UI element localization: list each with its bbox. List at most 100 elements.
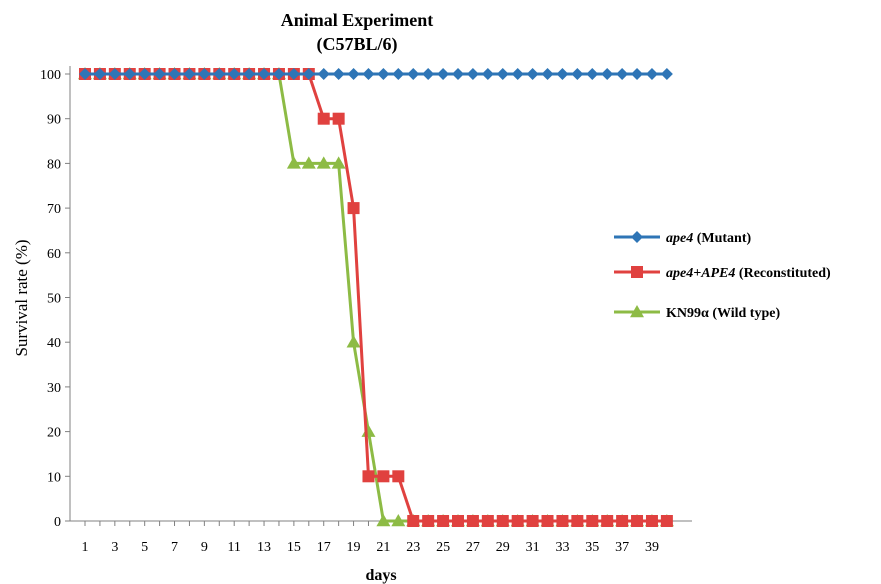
data-point-diamond (556, 68, 569, 80)
data-point-triangle (316, 156, 331, 169)
series-line-square (85, 72, 667, 523)
legend: ape4 (Mutant) ape4+APE4 (Reconstituted) KN… (614, 231, 831, 321)
data-point-diamond (228, 68, 241, 80)
y-tick-label: 60 (47, 247, 61, 262)
y-tick-label: 100 (40, 68, 61, 83)
data-point-square (526, 515, 539, 527)
data-point-diamond (198, 68, 211, 80)
data-point-diamond (631, 68, 644, 80)
data-point-diamond (377, 68, 390, 80)
data-point-square (332, 112, 345, 125)
y-tick-label: 70 (47, 202, 61, 217)
y-tick-label: 90 (47, 113, 61, 128)
x-tick-label: 35 (585, 540, 599, 555)
data-point-square (631, 515, 644, 527)
x-tick-label: 17 (317, 540, 331, 555)
data-point-square (571, 515, 584, 527)
data-point-diamond (123, 68, 136, 80)
data-point-square (422, 515, 435, 527)
data-point-diamond (452, 68, 464, 80)
data-point-diamond (79, 68, 91, 80)
data-point-diamond (287, 68, 300, 80)
data-point-triangle (346, 335, 361, 348)
x-tick-label: 15 (287, 540, 301, 555)
data-point-square (466, 515, 479, 527)
data-point-diamond (93, 68, 106, 80)
legend-label: KN99α (Wild type) (666, 306, 780, 321)
legend-label: ape4 (Mutant) (666, 231, 751, 246)
data-point-square (511, 515, 524, 527)
x-tick-label: 3 (111, 540, 118, 555)
data-point-diamond (272, 68, 285, 80)
y-tick-label: 80 (47, 157, 61, 172)
x-tick-label: 5 (141, 540, 148, 555)
data-point-diamond (183, 68, 196, 80)
data-point-diamond (645, 68, 658, 80)
legend-marker-diamond (631, 231, 643, 243)
data-point-diamond (616, 68, 629, 80)
x-tick-label: 25 (436, 540, 450, 555)
legend-marker-triangle (630, 305, 644, 318)
series-line-triangle (85, 72, 667, 523)
y-tick-label: 10 (47, 470, 61, 485)
x-tick-label: 29 (496, 540, 510, 555)
y-tick-label: 0 (54, 515, 61, 530)
data-point-diamond (258, 68, 271, 80)
data-point-diamond (407, 68, 420, 80)
data-point-diamond (481, 68, 494, 80)
data-point-square (392, 470, 405, 483)
data-point-triangle (301, 156, 316, 169)
x-tick-label: 9 (201, 540, 208, 555)
x-tick-label: 1 (82, 540, 89, 555)
data-point-triangle (361, 424, 376, 437)
x-tick-label: 11 (227, 540, 240, 555)
x-tick-label: 23 (406, 540, 420, 555)
data-point-diamond (243, 68, 256, 80)
data-point-diamond (317, 68, 330, 80)
data-point-square (556, 515, 569, 527)
x-tick-label: 7 (171, 540, 178, 555)
data-point-diamond (138, 68, 151, 80)
data-point-square (437, 515, 450, 527)
x-tick-label: 37 (615, 540, 629, 555)
data-point-square (541, 515, 554, 527)
data-point-square (347, 202, 360, 215)
legend-marker-square (631, 266, 643, 278)
chart-subtitle: (C57BL/6) (317, 34, 398, 55)
data-point-diamond (466, 68, 479, 80)
data-point-square (377, 470, 390, 483)
data-point-triangle (391, 514, 406, 527)
data-point-square (481, 515, 494, 527)
y-tick-label: 20 (47, 426, 61, 441)
data-point-diamond (392, 68, 405, 80)
data-point-square (496, 515, 509, 527)
data-point-diamond (302, 68, 315, 80)
data-point-square (407, 515, 420, 527)
y-axis-label: Survival rate (%) (12, 239, 31, 356)
x-tick-label: 19 (347, 540, 361, 555)
data-point-diamond (586, 68, 599, 80)
legend-label: ape4+APE4 (Reconstituted) (666, 266, 831, 281)
data-point-square (452, 515, 464, 527)
chart-title: Animal Experiment (281, 10, 434, 30)
x-tick-label: 13 (257, 540, 271, 555)
x-axis-label: days (365, 567, 396, 584)
data-point-diamond (526, 68, 539, 80)
data-point-diamond (496, 68, 509, 80)
x-tick-label: 33 (555, 540, 569, 555)
data-point-triangle (331, 156, 346, 169)
data-point-square (645, 515, 658, 527)
data-point-square (660, 515, 673, 527)
x-tick-label: 39 (645, 540, 659, 555)
y-tick-label: 50 (47, 292, 61, 307)
data-point-triangle (286, 156, 301, 169)
data-point-diamond (213, 68, 226, 80)
data-point-diamond (601, 68, 614, 80)
data-point-diamond (332, 68, 345, 80)
data-point-triangle (376, 514, 391, 527)
data-point-diamond (422, 68, 435, 80)
data-point-diamond (437, 68, 450, 80)
data-point-square (601, 515, 614, 527)
